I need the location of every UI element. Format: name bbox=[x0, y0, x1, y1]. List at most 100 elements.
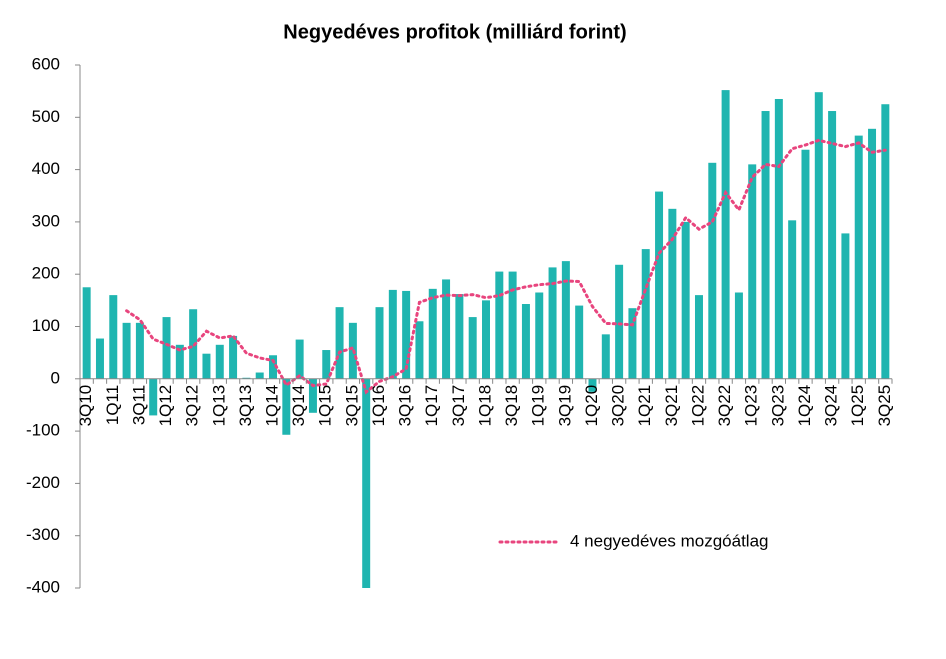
x-tick-label: 3Q11 bbox=[129, 385, 148, 425]
bar bbox=[801, 149, 810, 379]
x-tick-label: 1Q12 bbox=[156, 385, 175, 427]
x-tick-label: 1Q24 bbox=[795, 385, 814, 427]
bar bbox=[428, 288, 437, 379]
bar bbox=[229, 335, 238, 379]
x-tick-label: 3Q25 bbox=[875, 385, 894, 427]
bar bbox=[109, 295, 118, 379]
bar bbox=[175, 344, 184, 379]
bar bbox=[734, 292, 743, 379]
x-tick-label: 3Q17 bbox=[449, 385, 468, 427]
y-tick-label: 100 bbox=[32, 316, 60, 335]
x-tick-label: 1Q18 bbox=[475, 385, 494, 427]
x-tick-label: 3Q15 bbox=[342, 385, 361, 427]
bar bbox=[601, 334, 610, 379]
bar bbox=[442, 279, 451, 379]
bar bbox=[415, 321, 424, 379]
y-tick-label: 500 bbox=[32, 107, 60, 126]
x-tick-label: 1Q15 bbox=[316, 385, 335, 427]
x-tick-label: 1Q14 bbox=[263, 385, 282, 427]
bar bbox=[495, 271, 504, 379]
x-tick-label: 3Q12 bbox=[183, 385, 202, 427]
bar bbox=[322, 350, 331, 379]
bar bbox=[269, 355, 278, 379]
bar bbox=[641, 249, 650, 379]
x-tick-label: 3Q23 bbox=[768, 385, 787, 427]
bar bbox=[202, 353, 211, 379]
bar bbox=[828, 111, 837, 379]
x-tick-label: 1Q19 bbox=[529, 385, 548, 427]
bar bbox=[242, 377, 251, 379]
bar bbox=[282, 378, 291, 435]
x-tick-label: 3Q13 bbox=[236, 385, 255, 427]
bar bbox=[854, 135, 863, 379]
bar bbox=[335, 307, 344, 379]
bar bbox=[841, 233, 850, 379]
bar bbox=[788, 220, 797, 379]
x-tick-label: 3Q21 bbox=[662, 385, 681, 427]
x-tick-label: 3Q10 bbox=[76, 385, 95, 427]
x-tick-label: 1Q25 bbox=[848, 385, 867, 427]
bar bbox=[95, 338, 104, 379]
bar bbox=[694, 295, 703, 379]
bar bbox=[535, 292, 544, 379]
bar bbox=[215, 344, 224, 379]
bar bbox=[402, 290, 411, 379]
x-tick-label: 1Q22 bbox=[688, 385, 707, 427]
bar bbox=[881, 104, 890, 379]
bar bbox=[721, 90, 730, 379]
bar bbox=[295, 339, 304, 379]
bar bbox=[375, 307, 384, 379]
bar bbox=[521, 304, 530, 379]
y-tick-label: 400 bbox=[32, 159, 60, 178]
bar bbox=[468, 317, 477, 379]
x-tick-label: 1Q17 bbox=[422, 385, 441, 427]
x-tick-label: 3Q16 bbox=[396, 385, 415, 427]
bar bbox=[482, 300, 490, 379]
x-tick-label: 1Q11 bbox=[103, 385, 122, 425]
x-tick-label: 1Q13 bbox=[209, 385, 228, 427]
bar bbox=[668, 208, 677, 379]
bar bbox=[681, 221, 690, 379]
bar bbox=[748, 164, 757, 379]
bar bbox=[761, 111, 770, 379]
moving-average-line bbox=[125, 138, 887, 395]
legend-label: 4 negyedéves mozgóátlag bbox=[570, 531, 768, 550]
bar bbox=[362, 378, 371, 588]
x-tick-label: 3Q19 bbox=[555, 385, 574, 427]
bar bbox=[82, 287, 91, 379]
y-tick-label: -200 bbox=[26, 473, 60, 492]
y-tick-label: -300 bbox=[26, 525, 60, 544]
x-tick-label: 1Q16 bbox=[369, 385, 388, 427]
bar bbox=[388, 289, 397, 379]
y-tick-label: 0 bbox=[51, 368, 60, 387]
x-tick-label: 3Q22 bbox=[715, 385, 734, 427]
bar bbox=[615, 264, 624, 379]
y-tick-label: 600 bbox=[32, 54, 60, 73]
bar bbox=[561, 261, 570, 379]
bar bbox=[308, 378, 317, 413]
x-tick-label: 1Q23 bbox=[742, 385, 761, 427]
bar bbox=[255, 372, 264, 379]
bar bbox=[162, 317, 171, 379]
bar bbox=[575, 305, 584, 379]
bar bbox=[655, 191, 664, 379]
bar bbox=[455, 294, 464, 379]
x-tick-label: 3Q14 bbox=[289, 385, 308, 427]
y-tick-label: 300 bbox=[32, 211, 60, 230]
y-tick-label: 200 bbox=[32, 264, 60, 283]
x-tick-label: 1Q21 bbox=[635, 385, 654, 427]
bar bbox=[588, 378, 597, 392]
chart-title: Negyedéves profitok (milliárd forint) bbox=[283, 21, 626, 43]
bar bbox=[548, 267, 557, 379]
bar bbox=[122, 322, 131, 379]
x-tick-label: 1Q20 bbox=[582, 385, 601, 427]
y-tick-label: -100 bbox=[26, 421, 60, 440]
bar bbox=[149, 378, 158, 416]
bar bbox=[135, 322, 144, 379]
bar bbox=[708, 162, 717, 379]
bar bbox=[189, 309, 198, 379]
y-tick-label: -400 bbox=[26, 577, 60, 596]
bar bbox=[814, 92, 823, 379]
